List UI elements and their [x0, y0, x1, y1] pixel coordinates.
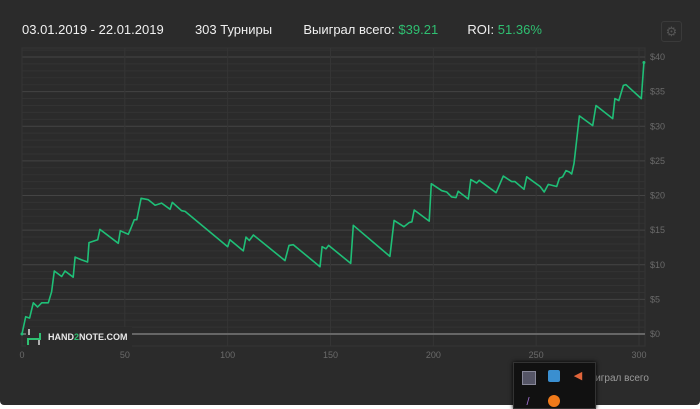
y-tick-label: $20 [650, 191, 665, 201]
y-tick-label: $5 [650, 294, 660, 304]
date-range: 03.01.2019 - 22.01.2019 [22, 22, 164, 37]
profit-line [21, 62, 645, 335]
y-tick-label: $35 [650, 87, 665, 97]
x-tick-label: 300 [631, 350, 646, 360]
volume-icon[interactable]: ◀ [573, 370, 583, 382]
y-tick-label: $30 [650, 121, 665, 131]
logo-text: HAND2NOTE.COM [48, 332, 128, 342]
y-tick-label: $10 [650, 260, 665, 270]
x-tick-label: 0 [19, 350, 24, 360]
summary-header: 03.01.2019 - 22.01.2019 303 Турниры Выиг… [22, 22, 542, 37]
hand2note-logo: HAND2NOTE.COM [26, 327, 132, 347]
y-tick-label: $25 [650, 156, 665, 166]
x-tick-label: 200 [426, 350, 441, 360]
roi-label: ROI: [467, 22, 495, 37]
gear-icon: ⚙ [665, 24, 678, 39]
settings-button[interactable]: ⚙ [661, 21, 682, 42]
system-tray-popup: ◀ / [513, 362, 596, 409]
plot-frame [21, 47, 646, 347]
y-tick-label: $0 [650, 329, 660, 339]
legend-item[interactable]: ыиграл всего [588, 373, 649, 384]
feather-icon[interactable]: / [526, 396, 530, 408]
monitor-icon[interactable] [522, 371, 536, 385]
roi-value: 51.36% [497, 22, 542, 37]
x-tick-label: 250 [529, 350, 544, 360]
x-tick-label: 50 [120, 350, 130, 360]
tournament-count: 303 Турниры [194, 22, 273, 37]
y-tick-label: $15 [650, 225, 665, 235]
start-point [20, 332, 24, 336]
network-icon[interactable] [548, 370, 560, 382]
logo-icon [27, 329, 41, 345]
won-label: Выиграл всего: [303, 22, 395, 37]
y-tick-label: $40 [650, 52, 665, 62]
x-tick-label: 150 [323, 350, 338, 360]
won-value: $39.21 [398, 22, 439, 37]
avast-icon[interactable] [548, 395, 560, 407]
end-point [642, 60, 646, 64]
x-tick-label: 100 [220, 350, 235, 360]
